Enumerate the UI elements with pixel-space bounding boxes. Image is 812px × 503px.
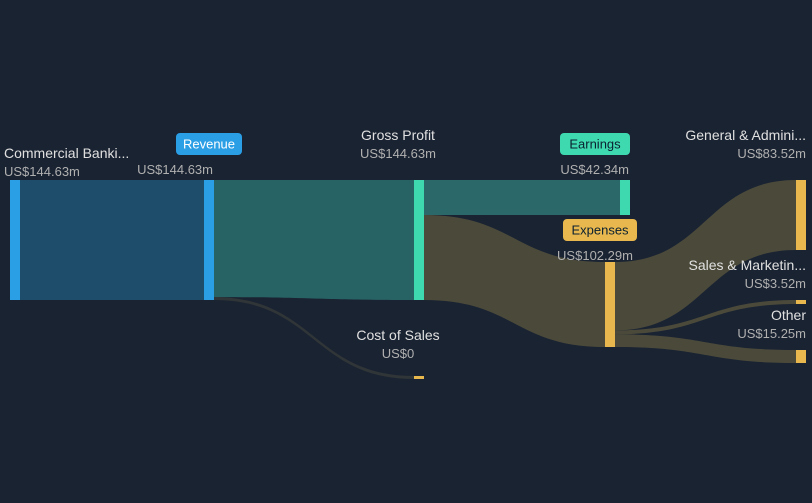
node-value-gross_profit: US$144.63m xyxy=(360,146,436,161)
node-revenue[interactable] xyxy=(204,180,214,300)
node-commercial_banking[interactable] xyxy=(10,180,20,300)
node-value-commercial_banking: US$144.63m xyxy=(4,164,80,179)
node-general_admin[interactable] xyxy=(796,180,806,250)
link-expenses-general_admin xyxy=(615,180,796,330)
node-value-revenue: US$144.63m xyxy=(137,162,213,177)
badge-label-earnings: Earnings xyxy=(569,137,621,152)
node-value-cost_of_sales: US$0 xyxy=(382,346,415,361)
node-label-commercial_banking: Commercial Banki... xyxy=(4,145,129,161)
node-value-general_admin: US$83.52m xyxy=(737,146,806,161)
node-label-cost_of_sales: Cost of Sales xyxy=(356,327,439,343)
node-other[interactable] xyxy=(796,350,806,363)
badge-label-expenses: Expenses xyxy=(571,223,629,238)
sankey-chart: Commercial Banki... US$144.63m Revenue US$1… xyxy=(0,0,812,503)
node-value-sales_marketing: US$3.52m xyxy=(745,276,806,291)
node-sales_marketing[interactable] xyxy=(796,300,806,304)
node-label-gross_profit: Gross Profit xyxy=(361,127,435,143)
badge-label-revenue: Revenue xyxy=(183,137,235,152)
node-earnings[interactable] xyxy=(620,180,630,215)
node-expenses[interactable] xyxy=(605,262,615,347)
node-label-sales_marketing: Sales & Marketin... xyxy=(689,257,807,273)
link-commercial_banking-revenue xyxy=(20,180,204,300)
link-revenue-gross_profit xyxy=(214,180,414,300)
node-gross_profit[interactable] xyxy=(414,180,424,300)
node-value-other: US$15.25m xyxy=(737,326,806,341)
node-label-general_admin: General & Admini... xyxy=(685,127,806,143)
node-cost_of_sales[interactable] xyxy=(414,376,424,379)
node-label-other: Other xyxy=(771,307,806,323)
link-gross_profit-earnings xyxy=(424,180,620,215)
node-value-expenses: US$102.29m xyxy=(557,248,633,263)
node-value-earnings: US$42.34m xyxy=(560,162,629,177)
